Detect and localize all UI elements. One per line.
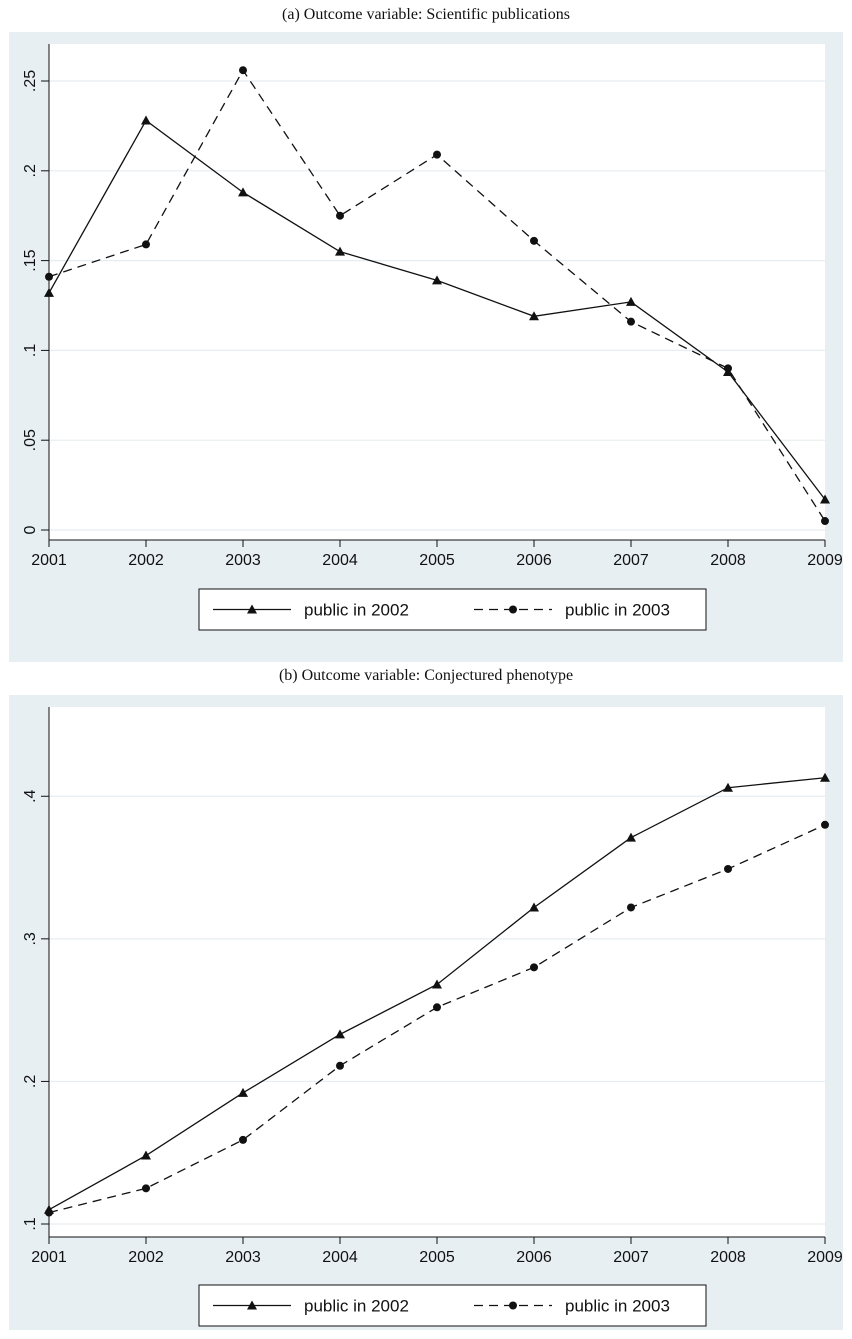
chart-a-x-tick-label: 2009 [807, 552, 843, 569]
chart-a-series-1-point [141, 115, 151, 125]
chart-b: .1 .2 .3 .4 2001 2002 2003 2004 2005 2006 2007 2008… [9, 695, 843, 1330]
chart-b-series-1-point [529, 902, 539, 912]
chart-a-series-2-point [239, 66, 247, 75]
chart-b-x-tick-label: 2002 [128, 1249, 164, 1266]
chart-b-x-tick-label: 2001 [31, 1249, 67, 1266]
chart-a-plot-area [49, 44, 825, 540]
chart-b-x-tick-label: 2007 [613, 1249, 649, 1266]
chart-a-x-tick-label: 2003 [225, 552, 261, 569]
chart-b-title: (b) Outcome variable: Conjectured phenot… [278, 667, 574, 684]
chart-b-series-1-point [238, 1087, 248, 1097]
chart-a-y-tick-label: .15 [22, 249, 39, 271]
chart-a-series-1-point [432, 275, 442, 285]
chart-b-series-2 [45, 820, 829, 1217]
chart-a-series-2-point [45, 272, 53, 281]
chart-a-x-tick-label: 2001 [31, 552, 67, 569]
chart-a-y-tick-label: .2 [22, 164, 39, 177]
chart-b-series-2-point [433, 1003, 441, 1012]
chart-b-series-2-point [530, 963, 538, 972]
chart-b-y-tick-label: .2 [22, 1075, 39, 1088]
chart-a-legend-marker-2 [509, 605, 517, 614]
chart-b-series-2-point [821, 820, 829, 829]
chart-a-x-tick-label: 2008 [710, 552, 746, 569]
chart-a-series-2-point [336, 211, 344, 220]
chart-a-series-2-point [724, 364, 732, 373]
chart-a-legend-label-2: public in 2003 [565, 601, 670, 620]
chart-b-y-tick-label: .1 [22, 1217, 39, 1230]
chart-a-x-tick-label: 2005 [419, 552, 455, 569]
chart-a-series-2-point [530, 236, 538, 245]
chart-a-y-tick-label: .25 [22, 70, 39, 92]
chart-a-legend-label-1: public in 2002 [304, 601, 409, 620]
chart-b-series-2-point [336, 1061, 344, 1070]
chart-a-x-tick-label: 2006 [516, 552, 552, 569]
chart-b-x-tick-label: 2003 [225, 1249, 261, 1266]
chart-b-series-2-point [627, 903, 635, 912]
chart-a-x-tick-label: 2007 [613, 552, 649, 569]
chart-a-series-2-point [627, 317, 635, 326]
chart-a-series-1-point [44, 287, 54, 297]
chart-b-legend-label-1: public in 2002 [304, 1297, 409, 1316]
chart-a-series-2 [45, 66, 829, 526]
chart-a-series-1 [44, 115, 830, 504]
chart-a-y-tick-label: .1 [22, 344, 39, 357]
chart-b-x-tick-label: 2006 [516, 1249, 552, 1266]
chart-a-series-1-point [820, 494, 830, 504]
chart-a-series-2-point [433, 150, 441, 159]
chart-b-x-tick-label: 2009 [807, 1249, 843, 1266]
chart-a-series-1-point [335, 246, 345, 256]
chart-b-y-tick-label: .4 [22, 789, 39, 802]
chart-b-legend: public in 2002 public in 2003 [198, 1284, 707, 1327]
chart-b-series-2-point [724, 864, 732, 873]
chart-b-plot-area [49, 707, 825, 1237]
chart-a-x-tick-label: 2004 [322, 552, 358, 569]
chart-a-series-2-point [142, 240, 150, 249]
chart-a-y-tick-label: 0 [22, 525, 39, 534]
chart-a-series-1-point [626, 296, 636, 306]
chart-b-x-tick-label: 2005 [419, 1249, 455, 1266]
chart-b-series-2-point [45, 1208, 53, 1217]
chart-b-series-2-point [239, 1135, 247, 1144]
chart-a-title: (a) Outcome variable: Scientific publica… [282, 6, 570, 23]
chart-a-series-2-point [821, 517, 829, 526]
chart-a-legend-marker-1 [247, 604, 257, 614]
chart-b-legend-marker-1 [247, 1300, 257, 1310]
chart-b-series-1-point [723, 782, 733, 792]
chart-a-series-1-point [238, 187, 248, 197]
chart-b-legend-label-2: public in 2003 [565, 1297, 670, 1316]
chart-b-x-tick-label: 2008 [710, 1249, 746, 1266]
chart-b-y-tick-label: .3 [22, 932, 39, 945]
chart-b-series-1-point [335, 1029, 345, 1039]
chart-a-series-1-point [529, 311, 539, 321]
chart-b-series-1-point [626, 832, 636, 842]
chart-a-x-tick-label: 2002 [128, 552, 164, 569]
chart-b-series-2-point [142, 1184, 150, 1193]
chart-b-series-1-point [432, 979, 442, 989]
chart-a-y-tick-label: .05 [22, 429, 39, 451]
chart-b-series-1-point [820, 772, 830, 782]
chart-b-x-tick-label: 2004 [322, 1249, 358, 1266]
chart-a-legend: public in 2002 public in 2003 [198, 588, 707, 631]
chart-b-legend-marker-2 [509, 1301, 517, 1310]
chart-b-series-1-point [141, 1150, 151, 1160]
chart-a: 0 .05 .1 .15 .2 .25 2001 2002 2003 2004 2005 2006 20… [9, 32, 843, 662]
chart-b-series-1 [44, 772, 830, 1214]
